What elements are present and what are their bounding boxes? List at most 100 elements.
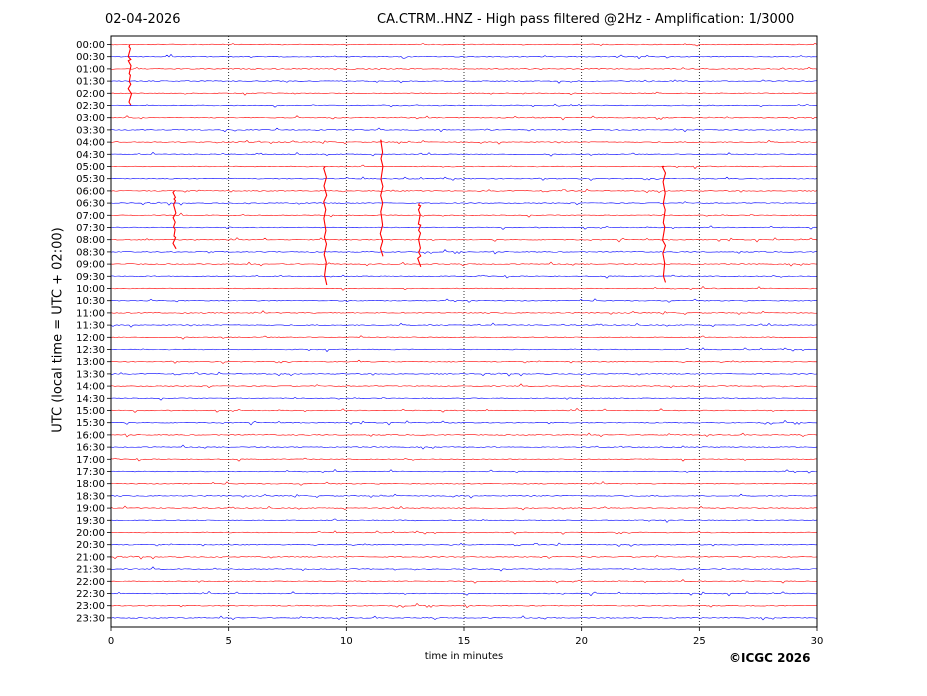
trace-02:00 bbox=[110, 91, 818, 96]
trace-06:30 bbox=[110, 201, 818, 206]
trace-18:30 bbox=[110, 493, 818, 499]
trace-10:00 bbox=[110, 285, 818, 291]
y-tick-label-22:00: 22:00 bbox=[76, 577, 105, 588]
trace-16:30 bbox=[110, 444, 818, 450]
trace-06:00 bbox=[110, 188, 818, 194]
y-tick-label-03:30: 03:30 bbox=[76, 125, 105, 136]
trace-21:00 bbox=[110, 554, 818, 560]
y-tick-label-14:00: 14:00 bbox=[76, 382, 105, 393]
trace-03:00 bbox=[110, 115, 818, 121]
trace-20:00 bbox=[110, 530, 818, 535]
y-tick-label-04:00: 04:00 bbox=[76, 138, 105, 149]
trace-18:00 bbox=[110, 481, 818, 486]
y-axis-label: UTC (local time = UTC + 02:00) bbox=[50, 227, 66, 433]
trace-23:00 bbox=[110, 602, 818, 609]
trace-07:30 bbox=[110, 225, 818, 230]
quake-signal-4 bbox=[172, 190, 177, 250]
trace-13:00 bbox=[110, 359, 818, 364]
y-tick-label-23:00: 23:00 bbox=[76, 601, 105, 612]
y-tick-label-08:00: 08:00 bbox=[76, 235, 105, 246]
y-tick-label-11:00: 11:00 bbox=[76, 308, 105, 319]
trace-00:30 bbox=[110, 53, 818, 60]
y-tick-label-16:00: 16:00 bbox=[76, 430, 105, 441]
quake-signal-1 bbox=[379, 139, 384, 257]
y-tick-label-12:30: 12:30 bbox=[76, 345, 105, 356]
trace-22:30 bbox=[110, 590, 818, 597]
y-tick-label-10:30: 10:30 bbox=[76, 296, 105, 307]
y-tick-label-13:00: 13:00 bbox=[76, 357, 105, 368]
trace-23:30 bbox=[110, 615, 818, 621]
y-tick-label-20:30: 20:30 bbox=[76, 540, 105, 551]
y-tick-label-05:30: 05:30 bbox=[76, 174, 105, 185]
trace-00:00 bbox=[110, 42, 818, 47]
trace-08:30 bbox=[110, 249, 818, 255]
x-tick-label-1: 5 bbox=[225, 636, 231, 647]
trace-11:00 bbox=[110, 310, 818, 315]
trace-01:30 bbox=[110, 79, 818, 84]
trace-17:30 bbox=[110, 468, 818, 474]
copyright-credit: ©ICGC 2026 bbox=[729, 651, 811, 665]
trace-12:00 bbox=[110, 335, 818, 340]
trace-22:00 bbox=[110, 579, 818, 584]
trace-20:30 bbox=[110, 542, 818, 547]
y-tick-label-00:30: 00:30 bbox=[76, 52, 105, 63]
trace-16:00 bbox=[110, 432, 818, 438]
y-tick-label-15:30: 15:30 bbox=[76, 418, 105, 429]
trace-19:00 bbox=[110, 505, 818, 511]
y-tick-label-23:30: 23:30 bbox=[76, 613, 105, 624]
y-tick-label-11:30: 11:30 bbox=[76, 321, 105, 332]
y-tick-label-03:00: 03:00 bbox=[76, 113, 105, 124]
y-tick-label-21:00: 21:00 bbox=[76, 552, 105, 563]
trace-12:30 bbox=[110, 347, 818, 353]
trace-11:30 bbox=[110, 322, 818, 328]
y-tick-label-01:30: 01:30 bbox=[76, 77, 105, 88]
y-tick-label-17:00: 17:00 bbox=[76, 455, 105, 466]
y-tick-label-09:30: 09:30 bbox=[76, 272, 105, 283]
trace-05:30 bbox=[110, 176, 818, 181]
y-tick-label-18:30: 18:30 bbox=[76, 491, 105, 502]
x-tick-label-4: 20 bbox=[575, 636, 588, 647]
date-label: 02-04-2026 bbox=[105, 12, 181, 27]
y-tick-label-02:30: 02:30 bbox=[76, 101, 105, 112]
trace-17:00 bbox=[110, 457, 818, 462]
y-tick-label-15:00: 15:00 bbox=[76, 406, 105, 417]
x-tick-label-2: 10 bbox=[340, 636, 353, 647]
trace-14:30 bbox=[110, 397, 818, 401]
chart-title: CA.CTRM..HNZ - High pass filtered @2Hz -… bbox=[377, 12, 795, 27]
trace-10:30 bbox=[110, 298, 818, 303]
y-tick-label-20:00: 20:00 bbox=[76, 528, 105, 539]
y-tick-label-22:30: 22:30 bbox=[76, 589, 105, 600]
y-tick-label-00:00: 00:00 bbox=[76, 40, 105, 51]
y-tick-label-01:00: 01:00 bbox=[76, 64, 105, 75]
y-tick-label-06:30: 06:30 bbox=[76, 199, 105, 210]
trace-15:30 bbox=[110, 419, 818, 426]
trace-04:30 bbox=[110, 151, 818, 157]
trace-09:00 bbox=[110, 261, 818, 267]
y-tick-label-17:30: 17:30 bbox=[76, 467, 105, 478]
trace-15:00 bbox=[110, 407, 818, 413]
trace-13:30 bbox=[110, 371, 818, 377]
y-tick-label-19:30: 19:30 bbox=[76, 516, 105, 527]
x-tick-label-3: 15 bbox=[458, 636, 471, 647]
y-tick-label-04:30: 04:30 bbox=[76, 150, 105, 161]
y-tick-label-18:00: 18:00 bbox=[76, 479, 105, 490]
quake-signal-0 bbox=[127, 44, 133, 106]
trace-04:00 bbox=[110, 139, 818, 145]
trace-05:00 bbox=[110, 164, 818, 170]
y-tick-label-09:00: 09:00 bbox=[76, 260, 105, 271]
y-tick-label-21:30: 21:30 bbox=[76, 565, 105, 576]
trace-21:30 bbox=[110, 566, 818, 572]
trace-09:30 bbox=[110, 274, 818, 279]
x-tick-label-6: 30 bbox=[811, 636, 824, 647]
trace-08:00 bbox=[110, 237, 818, 243]
y-tick-label-12:00: 12:00 bbox=[76, 333, 105, 344]
y-tick-label-06:00: 06:00 bbox=[76, 186, 105, 197]
y-tick-label-08:30: 08:30 bbox=[76, 247, 105, 258]
plot-frame bbox=[110, 35, 818, 628]
x-tick-label-5: 25 bbox=[693, 636, 706, 647]
y-tick-label-13:30: 13:30 bbox=[76, 369, 105, 380]
y-tick-label-02:00: 02:00 bbox=[76, 89, 105, 100]
y-tick-label-10:00: 10:00 bbox=[76, 284, 105, 295]
quake-signal-2 bbox=[323, 166, 328, 286]
